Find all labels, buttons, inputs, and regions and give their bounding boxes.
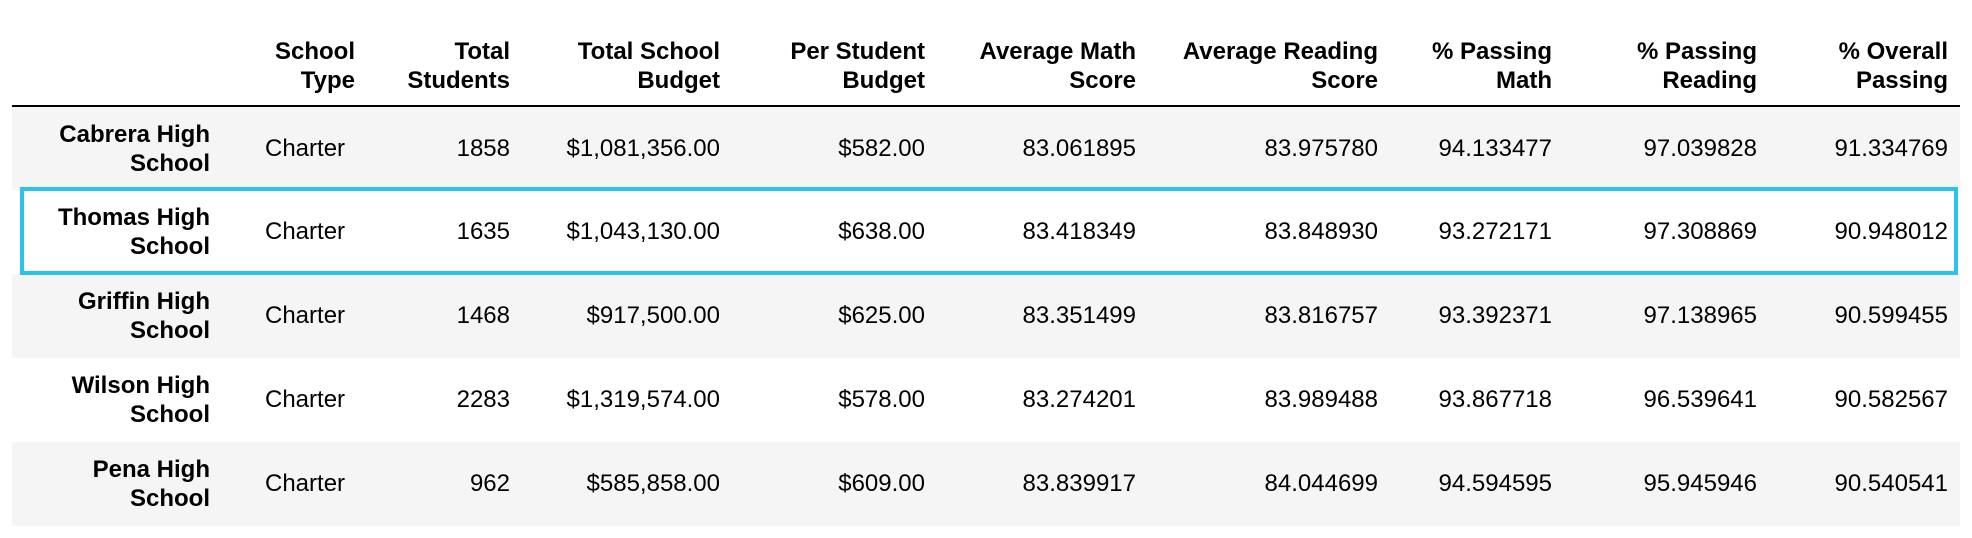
dataframe-container: School Type Total Students Total School …: [12, 12, 1960, 526]
cell-per-student-budget: $638.00: [838, 218, 925, 245]
header-passing-math: % Passing Math: [1390, 12, 1564, 107]
table-row: Cabrera High School Charter 1858 $1,081,…: [12, 106, 1960, 190]
cell-average-reading-score: 84.044699: [1264, 470, 1378, 497]
header-school-type: School Type: [222, 12, 367, 107]
cell-average-reading-score: 83.816757: [1264, 302, 1378, 329]
cell-overall-passing: 90.540541: [1834, 470, 1948, 497]
cell-school-type: Charter: [265, 134, 346, 162]
cell-per-student-budget: $582.00: [838, 134, 925, 162]
cell-passing-math: 93.867718: [1438, 386, 1552, 413]
table-body: Cabrera High School Charter 1858 $1,081,…: [12, 106, 1960, 526]
header-row: School Type Total Students Total School …: [12, 12, 1960, 107]
row-school-name: Wilson High School: [71, 372, 210, 428]
cell-average-reading-score: 83.848930: [1264, 218, 1378, 245]
table-row: Wilson High School Charter 2283 $1,319,5…: [12, 358, 1960, 442]
cell-overall-passing: 90.948012: [1834, 218, 1948, 245]
cell-total-students: 1858: [456, 134, 510, 162]
cell-overall-passing: 90.599455: [1834, 302, 1948, 329]
cell-average-reading-score: 83.975780: [1264, 134, 1378, 162]
cell-total-school-budget: $917,500.00: [586, 302, 720, 329]
cell-passing-reading: 97.138965: [1643, 302, 1757, 329]
cell-total-students: 962: [469, 470, 510, 497]
cell-average-reading-score: 83.989488: [1264, 386, 1378, 413]
cell-average-math-score: 83.061895: [1022, 134, 1136, 162]
cell-school-type: Charter: [265, 386, 346, 413]
table-row: Griffin High School Charter 1468 $917,50…: [12, 274, 1960, 358]
cell-passing-reading: 97.308869: [1643, 218, 1757, 245]
header-average-reading-score: Average Reading Score: [1148, 12, 1390, 107]
header-total-school-budget: Total School Budget: [522, 12, 732, 107]
school-summary-table: School Type Total Students Total School …: [12, 12, 1960, 526]
cell-passing-reading: 96.539641: [1643, 386, 1757, 413]
cell-passing-math: 93.272171: [1438, 218, 1552, 245]
cell-total-school-budget: $1,081,356.00: [566, 134, 720, 162]
header-passing-reading: % Passing Reading: [1564, 12, 1769, 107]
cell-passing-math: 94.133477: [1438, 134, 1552, 162]
index-header: [12, 12, 222, 107]
cell-total-school-budget: $585,858.00: [586, 470, 720, 497]
cell-average-math-score: 83.274201: [1022, 386, 1136, 413]
cell-school-type: Charter: [265, 218, 346, 245]
header-per-student-budget: Per Student Budget: [732, 12, 937, 107]
cell-per-student-budget: $578.00: [838, 386, 925, 413]
table-header: School Type Total Students Total School …: [12, 12, 1960, 107]
cell-passing-reading: 95.945946: [1643, 470, 1757, 497]
cell-school-type: Charter: [265, 470, 346, 497]
cell-average-math-score: 83.418349: [1022, 218, 1136, 245]
cell-total-students: 2283: [456, 386, 510, 413]
cell-school-type: Charter: [265, 302, 346, 329]
cell-overall-passing: 90.582567: [1834, 386, 1948, 413]
cell-overall-passing: 91.334769: [1834, 134, 1948, 162]
cell-total-school-budget: $1,043,130.00: [566, 218, 720, 245]
row-school-name: Pena High School: [92, 456, 210, 512]
cell-total-students: 1635: [456, 218, 510, 245]
cell-average-math-score: 83.351499: [1022, 302, 1136, 329]
cell-passing-reading: 97.039828: [1643, 134, 1757, 162]
cell-average-math-score: 83.839917: [1022, 470, 1136, 497]
cell-per-student-budget: $625.00: [838, 302, 925, 329]
cell-per-student-budget: $609.00: [838, 470, 925, 497]
table-row: Pena High School Charter 962 $585,858.00…: [12, 442, 1960, 526]
row-school-name: Thomas High School: [57, 204, 210, 260]
cell-total-students: 1468: [456, 302, 510, 329]
cell-total-school-budget: $1,319,574.00: [566, 386, 720, 413]
header-total-students: Total Students: [367, 12, 522, 107]
table-row: Thomas High School Charter 1635 $1,043,1…: [12, 190, 1960, 274]
cell-passing-math: 93.392371: [1438, 302, 1552, 329]
row-school-name: Cabrera High School: [59, 120, 210, 177]
header-average-math-score: Average Math Score: [937, 12, 1148, 107]
cell-passing-math: 94.594595: [1438, 470, 1552, 497]
header-overall-passing: % Overall Passing: [1769, 12, 1960, 107]
row-school-name: Griffin High School: [78, 288, 210, 344]
